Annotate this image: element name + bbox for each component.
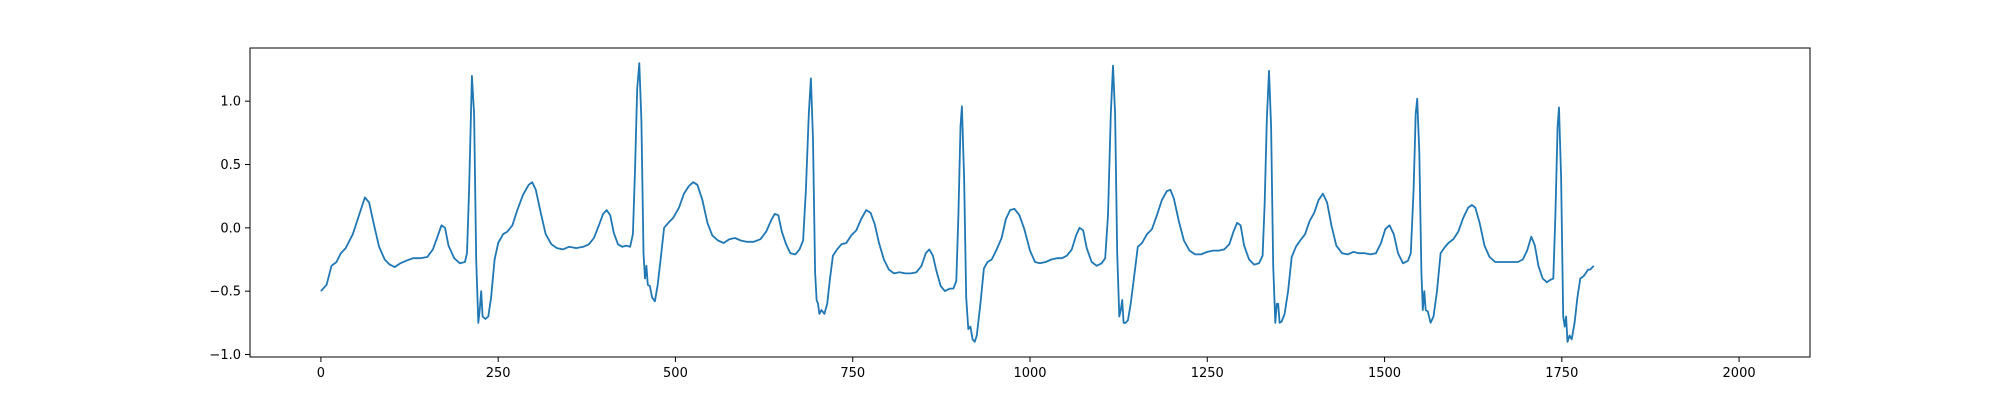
y-tick-label: 0.0: [220, 221, 241, 236]
x-tick-label: 250: [486, 366, 511, 381]
y-tick-label: 0.5: [220, 158, 241, 173]
series-line-0: [320, 62, 1595, 343]
x-tick-label: 2000: [1723, 366, 1756, 381]
x-tick-label: 500: [663, 366, 688, 381]
x-tick-label: 1000: [1013, 366, 1046, 381]
y-tick-label: 1.0: [220, 95, 241, 110]
x-tick-label: 750: [840, 366, 865, 381]
y-tick-label: −1.0: [209, 348, 241, 363]
x-tick-label: 1250: [1191, 366, 1224, 381]
x-tick-label: 0: [317, 366, 325, 381]
x-tick-label: 1750: [1545, 366, 1578, 381]
x-tick-label: 1500: [1368, 366, 1401, 381]
y-tick-label: −0.5: [209, 285, 241, 300]
